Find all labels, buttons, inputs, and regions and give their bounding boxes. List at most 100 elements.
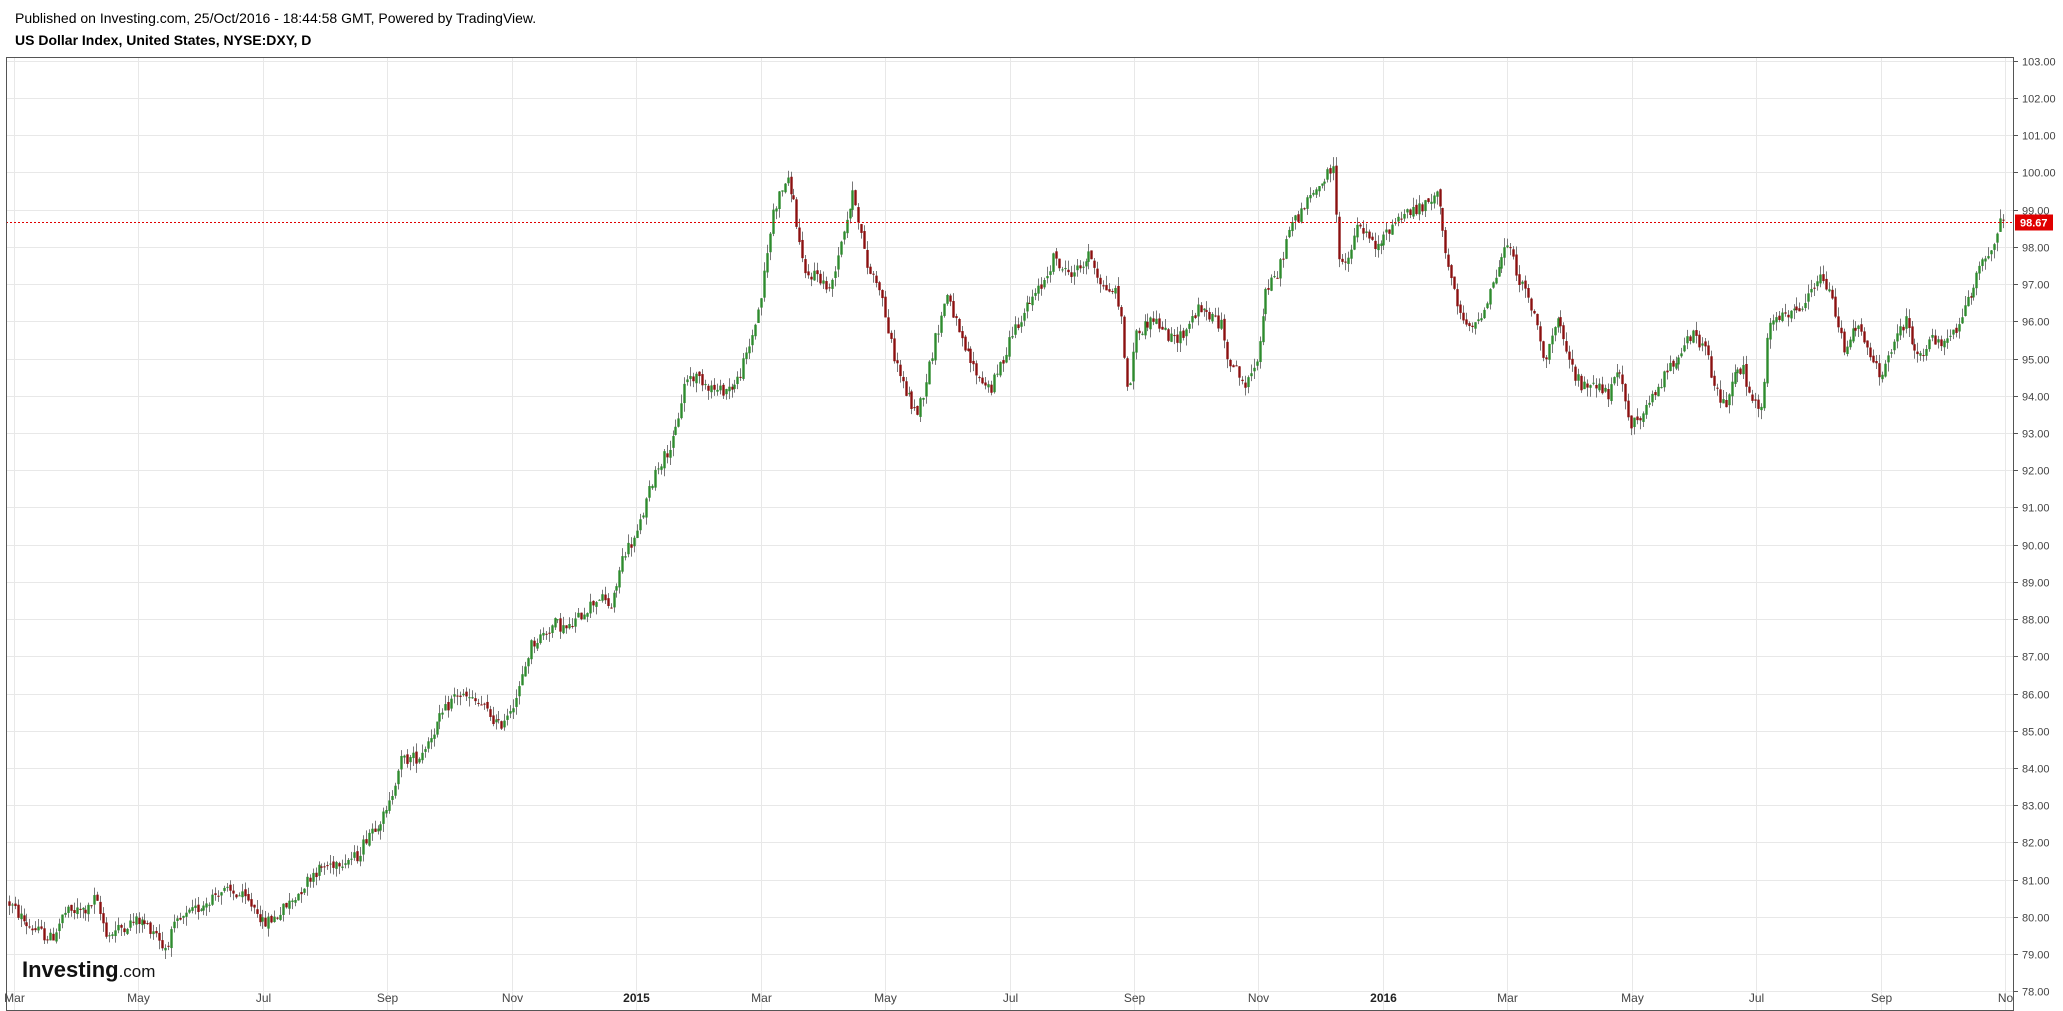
candle-up <box>1259 341 1262 363</box>
candle-down <box>1524 280 1527 289</box>
candle-down <box>916 405 919 415</box>
candle-up <box>1810 288 1813 293</box>
candle-up <box>1114 288 1117 294</box>
candle-up <box>627 542 630 555</box>
candle-up <box>1014 324 1017 335</box>
candle-up <box>1155 318 1158 324</box>
candle-up <box>1961 317 1964 324</box>
candle-down <box>816 270 819 275</box>
candle-up <box>1919 353 1922 356</box>
candle-down <box>893 338 896 362</box>
candle-down <box>1002 360 1005 364</box>
candle-up <box>736 376 739 385</box>
candle-down <box>1636 416 1639 421</box>
candle-up <box>1828 289 1831 292</box>
candle-down <box>374 828 377 832</box>
candle-down <box>96 894 99 901</box>
candle-up <box>937 333 940 335</box>
y-tick-label: 78.00 <box>2022 987 2050 999</box>
candle-down <box>1217 315 1220 329</box>
candle-down <box>1698 334 1701 348</box>
candle-down <box>179 917 182 920</box>
candle-down <box>1719 389 1722 403</box>
candle-down <box>828 287 831 289</box>
candle-up <box>1220 319 1223 329</box>
candle-up <box>1769 322 1772 340</box>
candle-down <box>1716 387 1719 389</box>
candle-up <box>583 614 586 620</box>
candle-down <box>1913 344 1916 351</box>
candle-up <box>851 190 854 210</box>
candle-down <box>497 719 500 721</box>
candle-down <box>1158 318 1161 329</box>
candle-up <box>745 352 748 359</box>
candle-down <box>40 926 43 929</box>
candle-up <box>1064 268 1067 270</box>
candle-down <box>866 249 869 268</box>
candle-up <box>318 864 321 876</box>
candle-down <box>480 704 483 706</box>
candle-down <box>25 922 28 927</box>
candle-up <box>716 389 719 392</box>
candle-down <box>1825 278 1828 290</box>
candle-down <box>910 391 913 409</box>
candle-down <box>1282 258 1285 260</box>
candle-down <box>70 904 73 911</box>
candle-up <box>1011 336 1014 338</box>
candle-up <box>1890 352 1893 354</box>
candle-up <box>562 625 565 634</box>
investing-logo: Investing.com <box>22 957 155 982</box>
candle-up <box>468 697 471 699</box>
candle-down <box>1058 258 1061 269</box>
candle-down <box>1607 389 1610 400</box>
candle-up <box>1211 313 1214 322</box>
candle-up <box>1309 195 1312 199</box>
candle-up <box>1474 322 1477 329</box>
candle-down <box>79 908 82 910</box>
candle-up <box>524 666 527 677</box>
candle-up <box>834 271 837 278</box>
x-tick-label: May <box>874 991 897 1005</box>
candle-down <box>1344 261 1347 263</box>
candle-up <box>840 241 843 255</box>
candle-down <box>492 715 495 725</box>
candles <box>8 157 2005 960</box>
candle-down <box>863 231 866 249</box>
candle-up <box>654 469 657 488</box>
candle-up <box>82 907 85 910</box>
candle-down <box>1527 288 1530 298</box>
candle-up <box>940 315 943 333</box>
candle-down <box>1267 288 1270 290</box>
candle-down <box>1784 312 1787 314</box>
candle-down <box>235 894 238 898</box>
candle-up <box>1279 259 1282 279</box>
candle-up <box>1046 276 1049 279</box>
candle-down <box>559 618 562 632</box>
candle-down <box>1630 415 1633 429</box>
candle-down <box>34 928 37 931</box>
candle-down <box>1400 218 1403 220</box>
candle-down <box>320 866 323 868</box>
candle-up <box>1893 341 1896 351</box>
candle-down <box>1173 335 1176 337</box>
candle-down <box>1465 319 1468 325</box>
candle-up <box>394 785 397 796</box>
candle-up <box>1899 326 1902 336</box>
candle-down <box>1368 231 1371 239</box>
candle-down <box>1471 325 1474 327</box>
candle-up <box>1256 361 1259 366</box>
candle-up <box>1548 343 1551 360</box>
candle-down <box>1450 265 1453 279</box>
candle-down <box>1409 209 1412 215</box>
candle-up <box>1701 343 1704 346</box>
candle-down <box>1244 382 1247 388</box>
x-tick-label: Mar <box>4 991 25 1005</box>
candle-up <box>1253 367 1256 372</box>
candle-down <box>1542 341 1545 358</box>
candle-up <box>1816 281 1819 287</box>
candle-down <box>120 925 123 928</box>
candle-down <box>338 863 341 867</box>
candle-up <box>1967 296 1970 307</box>
candle-up <box>1356 224 1359 238</box>
